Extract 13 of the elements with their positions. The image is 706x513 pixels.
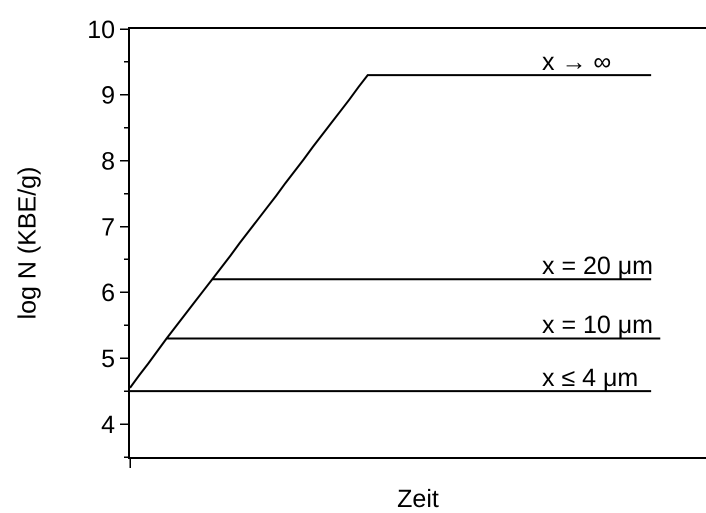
y-axis-title: log N (KBE/g) [13,166,42,320]
series-label: x ≤ 4 μm [542,364,638,392]
x-axis-title: Zeit [397,485,439,513]
series-label: x = 20 μm [542,252,653,280]
series-label: x = 10 μm [542,311,653,339]
series-label: x → ∞ [542,48,612,76]
y-tick-label: 7 [101,213,115,242]
y-tick-label: 4 [101,410,116,439]
y-tick-label: 10 [87,16,115,44]
y-tick-label: 5 [101,344,115,373]
y-tick-label: 8 [101,147,115,176]
y-tick-label: 6 [101,279,115,308]
y-tick-label: 9 [101,82,115,110]
